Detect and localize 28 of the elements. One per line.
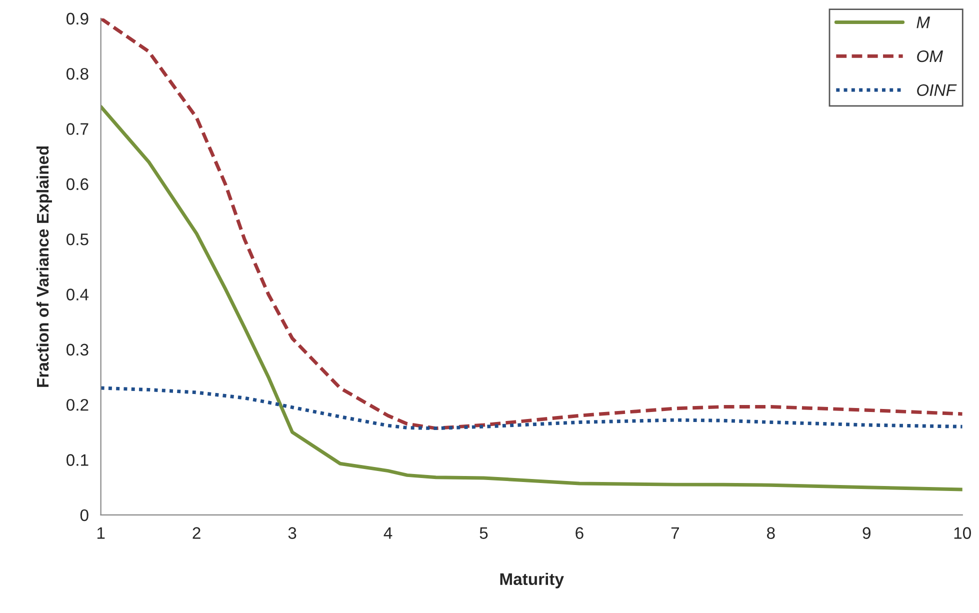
y-tick-label: 0.5	[66, 233, 88, 246]
y-tick-label: 0.1	[66, 454, 88, 466]
x-tick-label: 5	[480, 527, 488, 539]
x-tick-label: 1	[97, 527, 105, 539]
y-tick-label: 0.3	[66, 344, 88, 356]
y-tick-label: 0.4	[66, 288, 89, 300]
x-tick-label: 10	[954, 527, 971, 539]
legend-label: OINF	[917, 84, 957, 96]
y-tick-label: 0	[80, 509, 88, 522]
x-tick-label: 2	[192, 527, 200, 539]
x-tick-label: 4	[384, 527, 392, 539]
y-tick-label: 0.9	[66, 12, 88, 25]
x-tick-label: 3	[288, 527, 296, 539]
legend-label: OM	[917, 50, 944, 62]
y-tick-label: 0.7	[66, 123, 88, 135]
x-tick-label: 6	[576, 527, 584, 539]
line-series	[100, 18, 962, 430]
line-series	[100, 104, 962, 492]
line-series	[100, 386, 962, 430]
y-tick-label: 0.6	[66, 178, 88, 190]
x-tick-label: 7	[671, 527, 679, 539]
y-tick-label: 0.2	[66, 398, 88, 411]
x-tick-label: 8	[767, 527, 775, 539]
y-axis-title: Fraction of Variance Explained	[36, 146, 52, 387]
y-tick-label: 0.8	[66, 68, 88, 80]
legend-label: M	[916, 16, 930, 28]
x-axis-title: Maturity	[500, 572, 564, 588]
x-tick-label: 9	[862, 527, 870, 539]
